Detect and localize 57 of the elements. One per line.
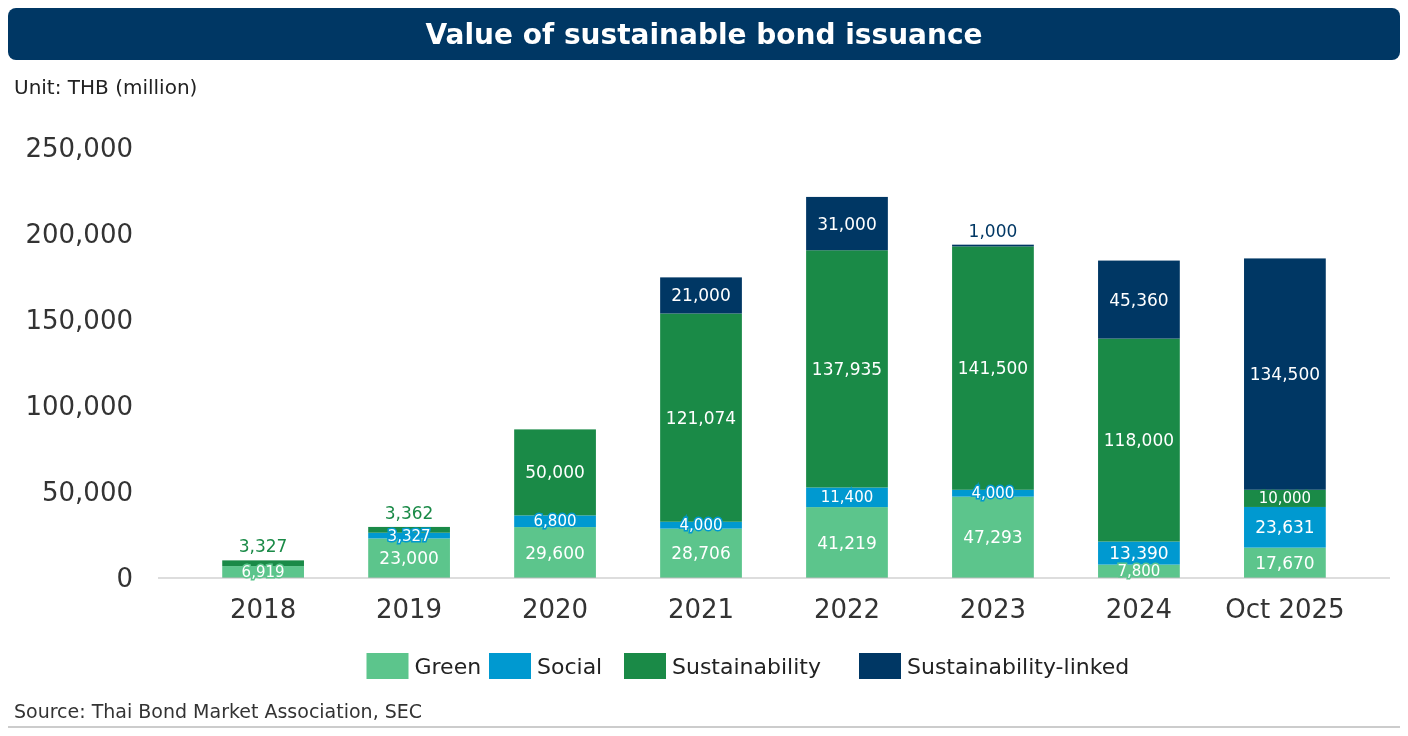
- data-label: 50,000: [525, 462, 585, 483]
- legend-label: Sustainability: [672, 653, 821, 679]
- y-tick-label: 200,000: [25, 219, 133, 249]
- legend-label: Sustainability-linked: [907, 653, 1130, 679]
- data-label: 3,327: [238, 536, 288, 557]
- bar: [1244, 506, 1326, 548]
- data-label: 4,000: [971, 484, 1015, 503]
- y-tick-label: 50,000: [42, 477, 133, 507]
- x-tick-label: 2019: [375, 594, 443, 624]
- data-label: 23,000: [379, 548, 439, 569]
- y-tick-label: 250,000: [25, 133, 133, 163]
- bar: [806, 507, 888, 578]
- bar: [1244, 258, 1326, 490]
- data-label: 47,293: [963, 527, 1023, 548]
- data-label: 28,706: [671, 543, 731, 564]
- data-label: 6,919: [241, 563, 285, 582]
- chart-title: Value of sustainable bond issuance: [425, 17, 983, 51]
- data-label: 7,800: [1117, 562, 1161, 581]
- data-label: 17,670: [1255, 552, 1315, 573]
- data-label: 45,360: [1109, 289, 1169, 310]
- data-label: 141,500: [957, 358, 1029, 379]
- x-tick-label: 2021: [667, 594, 735, 624]
- data-label: 6,800: [533, 512, 577, 531]
- x-tick-label: 2024: [1105, 594, 1173, 624]
- data-label: 4,000: [679, 516, 723, 535]
- data-label: 1,000: [968, 220, 1018, 241]
- bar: [806, 196, 888, 251]
- legend-label: Green: [414, 653, 482, 679]
- data-label: 3,362: [384, 502, 434, 523]
- bar: [514, 429, 596, 516]
- y-tick-label: 100,000: [25, 391, 133, 421]
- bar: [806, 250, 888, 488]
- data-label: 118,000: [1103, 430, 1175, 451]
- x-tick-label: 2023: [959, 594, 1027, 624]
- x-tick-label: 2020: [521, 594, 589, 624]
- data-label: 3,327: [387, 526, 431, 545]
- source-note: Source: Thai Bond Market Association, SEC: [14, 700, 423, 722]
- data-label: 23,631: [1255, 517, 1315, 538]
- data-label: 13,390: [1109, 543, 1169, 564]
- x-tick-label: 2022: [813, 594, 881, 624]
- y-tick-label: 0: [116, 563, 133, 593]
- data-label: 11,400: [820, 488, 874, 507]
- data-label: 31,000: [817, 213, 877, 234]
- y-axis-title: Unit: THB (million): [14, 75, 198, 99]
- data-label: 29,600: [525, 542, 585, 563]
- data-label: 121,074: [665, 407, 737, 428]
- legend-label: Social: [537, 653, 603, 679]
- data-label: 137,935: [811, 358, 883, 379]
- y-tick-label: 150,000: [25, 305, 133, 335]
- bar: [1098, 338, 1180, 542]
- data-label: 10,000: [1258, 489, 1312, 508]
- x-tick-label: Oct 2025: [1225, 594, 1345, 624]
- data-label: 41,219: [817, 532, 877, 553]
- data-label: 21,000: [671, 285, 731, 306]
- bar: [1098, 260, 1180, 339]
- x-tick-label: 2018: [230, 594, 297, 624]
- data-label: 134,500: [1249, 364, 1321, 385]
